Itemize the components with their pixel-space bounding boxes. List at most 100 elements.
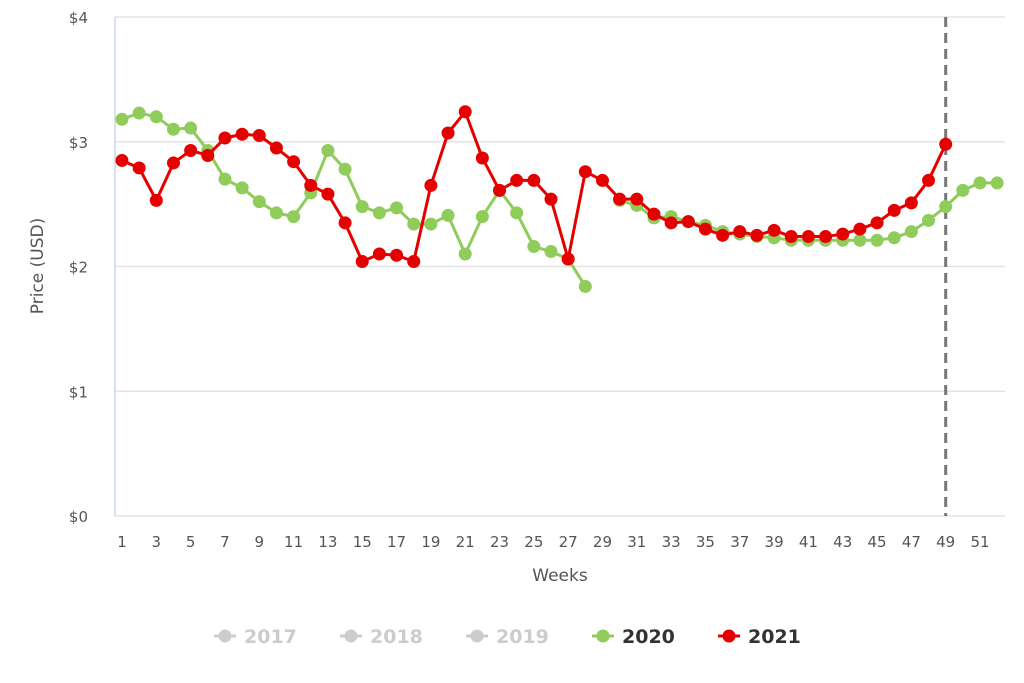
x-tick-label: 29 [593,533,612,551]
y-tick-label: $0 [69,508,88,526]
data-point-2020-week-21 [458,247,472,261]
data-point-2020-week-47 [904,225,918,239]
data-point-2021-week-9 [252,129,266,143]
y-tick-label: $1 [69,383,88,401]
data-point-2021-week-28 [578,165,592,179]
x-tick-label: 15 [353,533,372,551]
data-point-2020-week-50 [956,183,970,197]
data-point-2021-week-13 [321,187,335,201]
series-line-2020 [121,111,587,288]
data-point-2021-week-5 [184,143,198,157]
legend-label: 2018 [370,626,423,648]
legend-label: 2021 [748,626,801,648]
data-point-2020-week-3 [149,110,163,124]
data-point-2020-week-2 [132,106,146,120]
data-point-2021-week-15 [355,255,369,269]
data-point-2021-week-33 [664,216,678,230]
data-point-2021-week-7 [218,131,232,145]
data-point-2020-week-28 [578,279,592,293]
x-tick-label: 51 [970,533,989,551]
data-point-2020-week-15 [355,200,369,214]
data-point-2020-week-44 [853,233,867,247]
x-tick-label: 41 [799,533,818,551]
data-point-2020-week-51 [973,176,987,190]
data-point-2021-week-25 [527,173,541,187]
series-group [115,105,1004,293]
data-point-2021-week-41 [801,230,815,244]
data-point-2020-week-26 [544,245,558,259]
legend-marker-icon [596,629,610,643]
data-point-2021-week-49 [939,137,953,151]
x-tick-label: 45 [867,533,886,551]
data-point-2021-week-1 [115,153,129,167]
data-point-2021-week-45 [870,216,884,230]
data-point-2021-week-47 [904,196,918,210]
legend: 2017 2018 2019 2020 2021 [214,626,801,648]
x-tick-label: 39 [765,533,784,551]
data-point-2020-week-49 [939,200,953,214]
x-tick-label: 31 [627,533,646,551]
legend-item-2019[interactable]: 2019 [466,626,549,648]
x-tick-label: 43 [833,533,852,551]
data-point-2020-week-18 [407,217,421,231]
series-2021 [115,105,953,269]
x-tick-label: 5 [186,533,196,551]
data-point-2021-week-30 [613,192,627,206]
legend-marker-icon [344,629,358,643]
x-tick-label: 27 [559,533,578,551]
data-point-2021-week-2 [132,161,146,175]
data-point-2021-week-29 [595,173,609,187]
x-tick-label: 9 [255,533,265,551]
legend-marker-icon [218,629,232,643]
data-point-2020-week-14 [338,162,352,176]
data-point-2020-week-5 [184,121,198,135]
x-tick-label: 49 [936,533,955,551]
data-point-2021-week-38 [750,228,764,242]
data-point-2021-week-39 [767,223,781,237]
data-point-2021-week-3 [149,193,163,207]
data-point-2021-week-46 [887,203,901,217]
data-point-2021-week-8 [235,127,249,141]
legend-marker-icon [722,629,736,643]
data-point-2020-week-45 [870,233,884,247]
data-point-2021-week-18 [407,255,421,269]
data-point-2020-week-22 [475,210,489,224]
data-point-2021-week-26 [544,192,558,206]
data-point-2020-week-10 [269,206,283,220]
data-point-2021-week-36 [716,228,730,242]
x-tick-label: 7 [220,533,230,551]
legend-item-2017[interactable]: 2017 [214,626,297,648]
x-tick-label: 13 [318,533,337,551]
x-tick-label: 23 [490,533,509,551]
data-point-2021-week-42 [819,230,833,244]
data-point-2021-week-48 [922,173,936,187]
legend-item-2020[interactable]: 2020 [592,626,675,648]
legend-label: 2019 [496,626,549,648]
y-tick-label: $4 [69,9,88,27]
data-point-2021-week-24 [510,173,524,187]
legend-item-2018[interactable]: 2018 [340,626,423,648]
legend-marker-icon [470,629,484,643]
data-point-2021-week-20 [441,126,455,140]
data-point-2021-week-21 [458,105,472,119]
y-axis-ticks: $0 $1 $2 $3 $4 [69,9,88,526]
data-point-2021-week-22 [475,151,489,165]
data-point-2021-week-43 [836,227,850,241]
data-point-2020-week-52 [990,176,1004,190]
data-point-2021-week-23 [493,183,507,197]
x-tick-label: 11 [284,533,303,551]
x-tick-label: 19 [421,533,440,551]
legend-item-2021[interactable]: 2021 [718,626,801,648]
data-point-2020-week-1 [115,112,129,126]
data-point-2020-week-7 [218,172,232,186]
data-point-2021-week-14 [338,216,352,230]
legend-label: 2020 [622,626,675,648]
data-point-2020-week-25 [527,240,541,254]
data-point-2020-week-9 [252,195,266,209]
data-point-2020-week-48 [922,213,936,227]
data-point-2021-week-44 [853,222,867,236]
x-tick-label: 33 [662,533,681,551]
x-tick-label: 25 [524,533,543,551]
data-point-2021-week-12 [304,178,318,192]
